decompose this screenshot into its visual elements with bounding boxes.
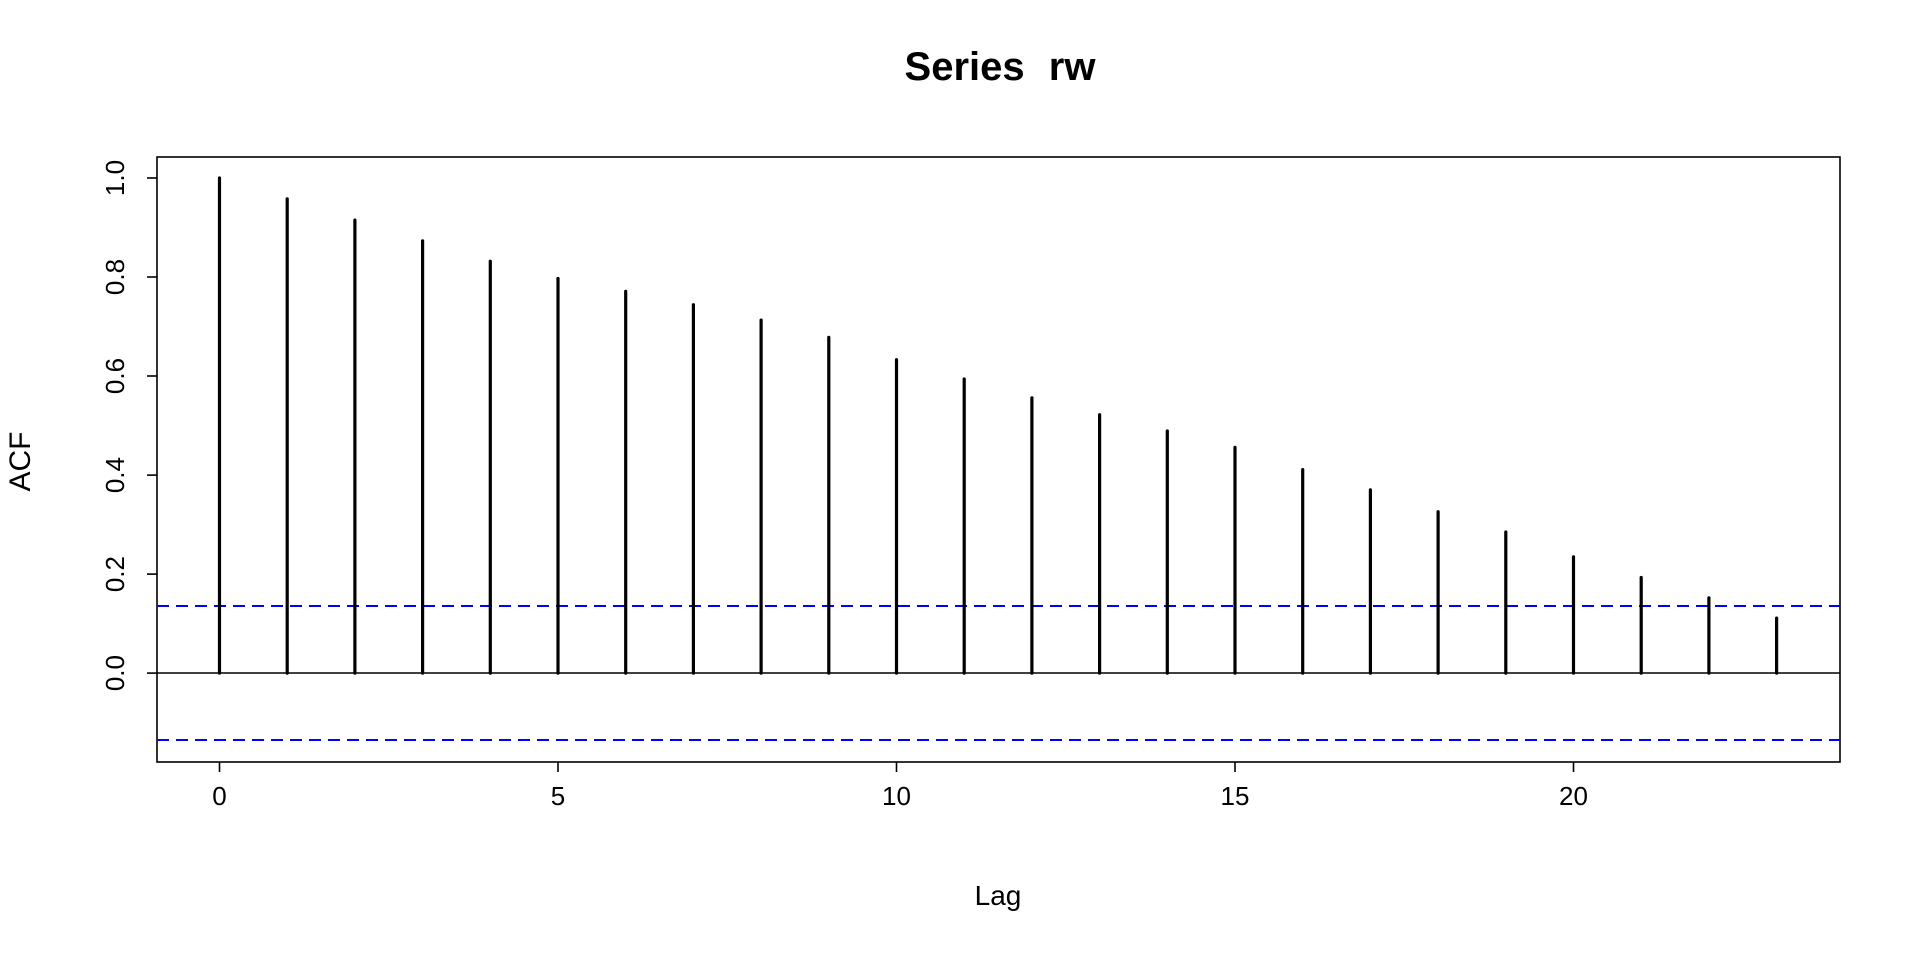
svg-text:Lag: Lag bbox=[975, 880, 1022, 911]
svg-text:ACF: ACF bbox=[4, 432, 37, 492]
svg-text:15: 15 bbox=[1221, 781, 1250, 811]
svg-text:20: 20 bbox=[1559, 781, 1588, 811]
svg-text:0.6: 0.6 bbox=[100, 358, 130, 394]
svg-text:10: 10 bbox=[882, 781, 911, 811]
svg-text:0.8: 0.8 bbox=[100, 259, 130, 295]
svg-text:0.2: 0.2 bbox=[100, 556, 130, 592]
svg-text:5: 5 bbox=[551, 781, 565, 811]
svg-text:0.4: 0.4 bbox=[100, 457, 130, 493]
svg-text:1.0: 1.0 bbox=[100, 160, 130, 196]
svg-text:0: 0 bbox=[212, 781, 226, 811]
svg-text:0.0: 0.0 bbox=[100, 655, 130, 691]
svg-text:Series rw: Series rw bbox=[905, 45, 1097, 89]
